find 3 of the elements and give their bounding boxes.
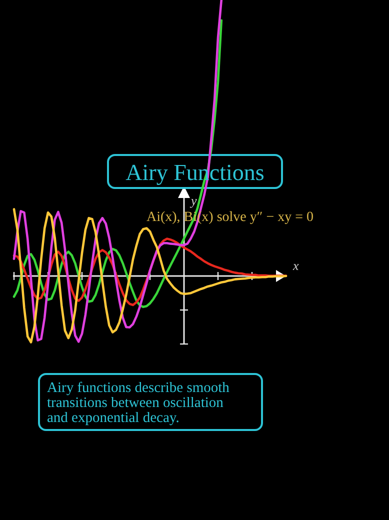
x-axis-title: x (292, 258, 299, 273)
text: Airy functions describe smooth transitions between oscillation and exponential decay. (47, 380, 230, 426)
y-axis-title: y (189, 193, 197, 208)
